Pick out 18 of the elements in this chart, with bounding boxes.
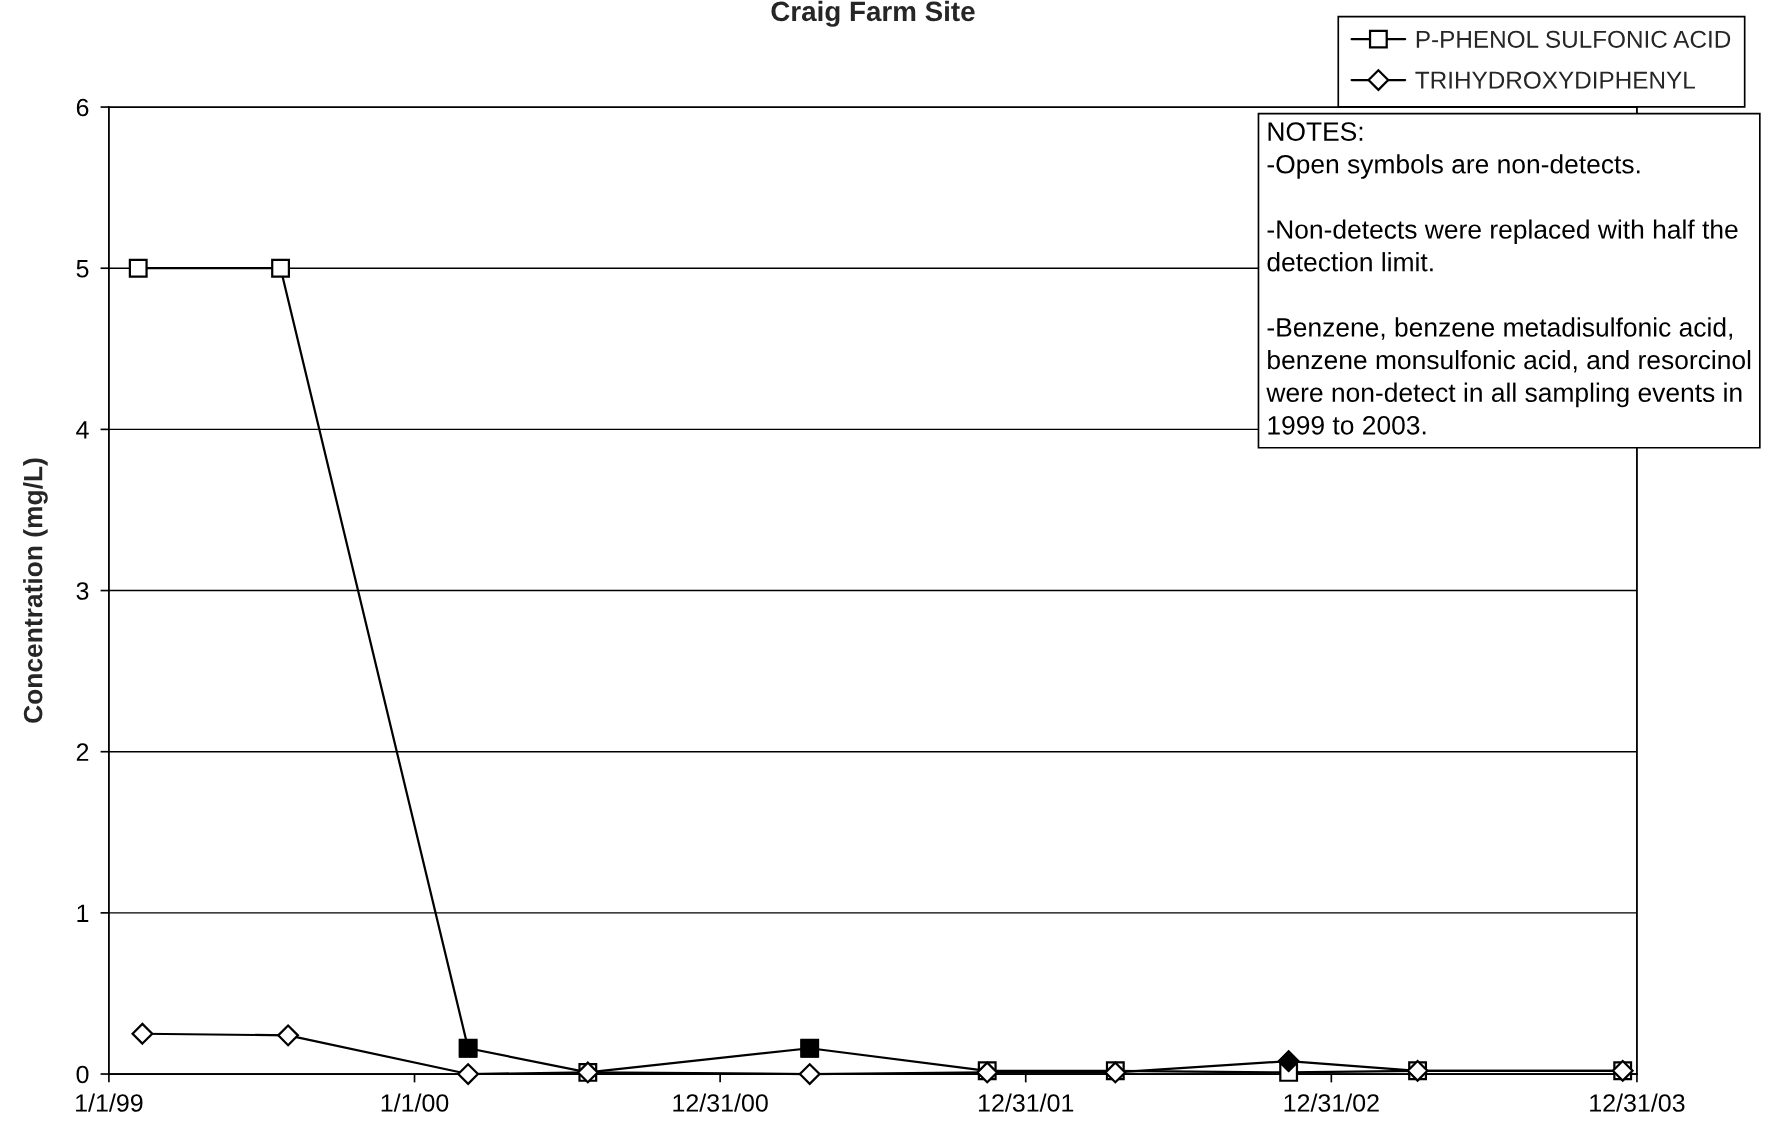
x-tick-label: 12/31/02 bbox=[1284, 1093, 1379, 1112]
x-tick-label: 12/31/01 bbox=[978, 1093, 1074, 1112]
x-tick-label: 1/1/00 bbox=[381, 1093, 449, 1112]
y-tick-label: 3 bbox=[76, 582, 89, 600]
x-tick-label: 12/31/03 bbox=[1590, 1093, 1685, 1112]
legend-label: P-PHENOL SULFONIC ACID bbox=[1416, 30, 1731, 48]
y-tick-label: 1 bbox=[77, 904, 89, 922]
text: NOTES: -Open symbols are non-detects. -Non-detects were replaced with half the detection limit. -Benzene, benzene metadisulfonic acid, benzene monsulfonic acid, and resorcinol were non-detect in all sampling events in 1999 to 2003. bbox=[1266, 122, 1751, 435]
chart-title: Craig Farm Site bbox=[771, 0, 975, 27]
x-tick-label: 1/1/99 bbox=[76, 1093, 143, 1112]
legend-label: TRIHYDROXYDIPHENYL bbox=[1415, 71, 1695, 89]
y-tick-label: 4 bbox=[76, 421, 89, 439]
y-tick-label: 2 bbox=[76, 743, 89, 761]
y-tick-label: 5 bbox=[76, 260, 89, 278]
y-axis-title: Concentration (mg/L) bbox=[23, 458, 48, 723]
y-tick-label: 6 bbox=[76, 98, 89, 117]
y-tick-label: 0 bbox=[76, 1065, 89, 1084]
x-tick-label: 12/31/00 bbox=[673, 1093, 768, 1112]
